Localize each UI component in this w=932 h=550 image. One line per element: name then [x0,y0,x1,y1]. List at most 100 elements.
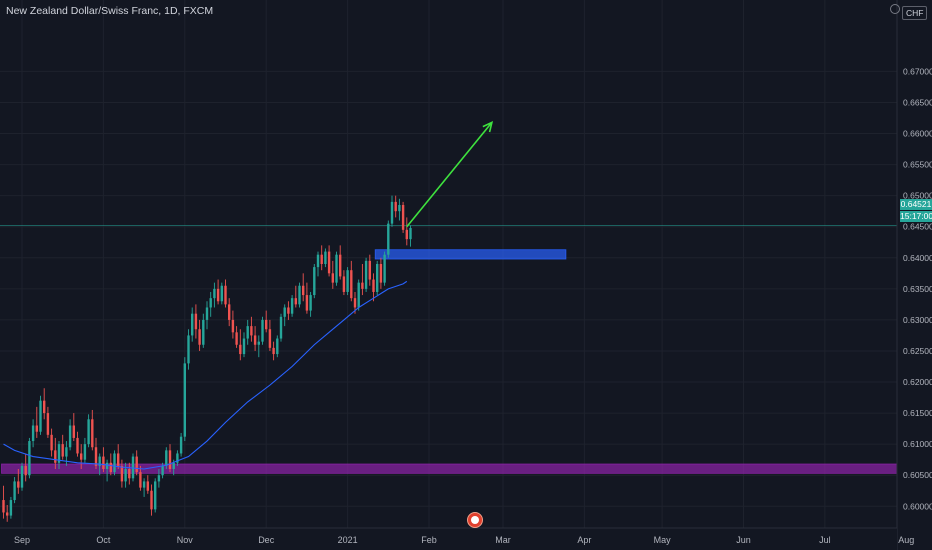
candle [105,459,109,482]
candle-body [135,456,138,473]
candle [150,484,153,516]
candle-body [220,285,223,302]
time-axis[interactable]: Sep Oct Nov Dec 2021 Feb Mar Apr May Jun Jul Aug [0,527,914,550]
moving-average [3,280,408,470]
candle [194,304,198,339]
candle-body [179,436,183,454]
candle-body [72,425,75,438]
candle [224,279,227,308]
candle-body [387,223,390,255]
candle [327,245,331,277]
price-tick-label: 0.64000 [903,253,932,263]
candle [80,444,83,469]
candle-body [361,282,364,289]
last-price-label: 0.64521 [900,199,932,210]
candle [379,257,383,289]
arrow-head [482,120,494,133]
candle [316,251,320,277]
candle-body [350,270,353,299]
candle [216,279,220,305]
price-tick-label: 0.67000 [903,66,932,76]
candle-body [205,307,209,320]
candle [117,444,120,469]
currency-badge[interactable]: CHF [902,6,928,20]
economic-event-icon[interactable] [467,512,483,528]
candle [231,310,235,339]
symbol-title[interactable]: New Zealand Dollar/Swiss Franc, 1D, FXCM [6,5,214,17]
candle [268,319,272,351]
candle [357,279,360,311]
arrow-shaft [406,121,493,228]
candle [302,273,305,302]
projection-arrow [406,120,494,228]
candle-body [405,229,408,240]
candle [154,478,157,513]
candle-body [394,201,397,212]
candle [261,316,264,345]
candle [253,326,257,351]
candle [65,441,68,466]
candle-body [20,465,24,488]
candle-body [39,400,42,432]
candle-body [194,313,198,330]
candle-body [364,260,368,289]
candle [109,453,112,476]
candle [187,329,190,370]
candle-body [276,338,279,355]
candle [9,496,13,519]
candle [202,313,205,348]
candle-body [228,304,231,320]
candle-body [157,475,161,482]
candle-body [168,450,172,469]
candle-body [283,307,286,317]
candle [246,319,249,345]
candle-body [120,465,124,482]
price-tick-label: 0.65500 [903,160,932,170]
price-axis-bg [897,0,932,550]
price-tick-label: 0.62500 [903,346,932,356]
candle-body [124,468,127,482]
candle [191,307,194,342]
candle-body [54,450,57,463]
time-tick-label: Oct [96,535,111,545]
candle-body [198,329,201,345]
candle [183,357,186,442]
time-tick-label: Sep [14,535,30,545]
time-tick-label: Apr [577,535,591,545]
gear-icon[interactable] [890,4,900,14]
candle [305,282,309,314]
candle [279,313,283,342]
candle-body [68,425,72,448]
candle [287,301,290,320]
candle-body [31,425,35,442]
time-tick-label: Aug [898,535,914,545]
candle [387,220,390,258]
candle-body [150,490,153,510]
candle-body [376,264,379,292]
candle-body [253,335,257,345]
candle [290,295,294,317]
time-tick-label: Feb [421,535,437,545]
candle [128,462,131,485]
candle [361,264,364,296]
candle-body [346,270,349,292]
candle [54,437,57,469]
candle-body [368,260,371,280]
candle-body [272,347,275,355]
candle [135,450,138,476]
candle-body [57,444,61,463]
candle [320,245,323,271]
candle [298,282,301,308]
candle-body [202,319,205,345]
candle [398,198,401,221]
price-tick-label: 0.66000 [903,129,932,139]
candle-body [165,450,168,466]
candle [220,282,223,305]
time-tick-label: 2021 [338,535,358,545]
candle [283,304,286,327]
candle-body [313,267,316,296]
price-axis[interactable]: 0.60000 0.60500 0.61000 0.61500 0.62000 0.625… [896,0,932,550]
candle [405,217,408,246]
